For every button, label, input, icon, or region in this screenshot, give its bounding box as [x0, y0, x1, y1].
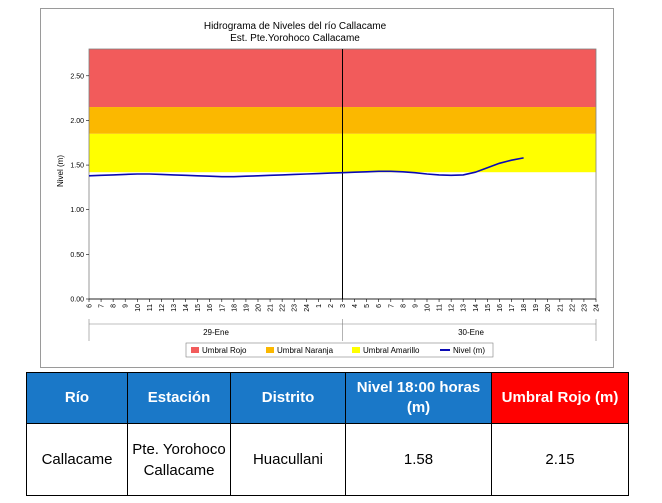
x-tick-label: 23 — [292, 304, 299, 312]
x-tick-label: 6 — [87, 304, 94, 308]
cell-nivel: 1.58 — [345, 423, 492, 496]
legend-label-umbral-rojo: Umbral Rojo — [202, 346, 247, 355]
x-tick-label: 14 — [183, 304, 190, 312]
x-tick-label: 17 — [219, 304, 226, 312]
y-tick-label: 0.50 — [70, 252, 84, 259]
x-tick-label: 6 — [376, 304, 383, 308]
cell-umbral-rojo: 2.15 — [491, 423, 629, 496]
x-tick-label: 17 — [509, 304, 516, 312]
y-axis-label: Nivel (m) — [56, 155, 65, 187]
x-tick-label: 21 — [268, 304, 275, 312]
x-tick-label: 15 — [195, 304, 202, 312]
legend-swatch-umbral-amarillo — [352, 347, 360, 353]
x-tick-label: 19 — [533, 304, 540, 312]
x-tick-label: 9 — [412, 304, 419, 308]
x-tick-label: 7 — [388, 304, 395, 308]
x-tick-label: 2 — [328, 304, 335, 308]
x-tick-label: 20 — [256, 304, 263, 312]
x-tick-label: 11 — [437, 304, 444, 311]
x-tick-label: 19 — [243, 304, 250, 312]
hydrograph-chart: Hidrograma de Niveles del río Callacame … — [56, 21, 601, 358]
x-tick-label: 13 — [171, 304, 178, 312]
header-nivel: Nivel 18:00 horas (m) — [345, 371, 492, 425]
x-tick-label: 4 — [352, 304, 359, 308]
x-tick-label: 8 — [400, 304, 407, 308]
x-tick-label: 10 — [425, 304, 432, 312]
y-tick-label: 0.00 — [70, 297, 84, 304]
x-tick-label: 5 — [364, 304, 371, 308]
y-tick-label: 2.00 — [70, 118, 84, 125]
header-rio: Río — [26, 371, 128, 425]
chart-frame: Hidrograma de Niveles del río Callacame … — [40, 8, 614, 368]
station-table: Río Estación Distrito Nivel 18:00 horas … — [26, 371, 629, 496]
x-tick-label: 20 — [545, 304, 552, 312]
legend-box — [185, 342, 494, 358]
x-tick-label: 7 — [99, 304, 106, 308]
table-header-row: Río Estación Distrito Nivel 18:00 horas … — [26, 371, 629, 425]
cell-estacion: Pte. Yorohoco Callacame — [127, 423, 231, 496]
day-label-0: 29-Ene — [203, 328, 229, 337]
x-tick-label: 18 — [231, 304, 238, 312]
x-tick-label: 1 — [316, 304, 323, 308]
x-tick-label: 11 — [147, 304, 154, 311]
legend-swatch-umbral-rojo — [191, 347, 199, 353]
legend: Umbral Rojo Umbral Naranja Umbral Amarillo… — [185, 342, 494, 358]
chart-subtitle: Est. Pte.Yorohoco Callacame — [230, 33, 360, 44]
legend-swatch-umbral-naranja — [266, 347, 274, 353]
y-tick-label: 2.50 — [70, 73, 84, 80]
x-tick-label: 16 — [497, 304, 504, 312]
x-tick-label: 18 — [521, 304, 528, 312]
series-line-nivel — [88, 157, 524, 178]
cell-rio: Callacame — [26, 423, 128, 496]
cell-distrito: Huacullani — [230, 423, 346, 496]
x-tick-label: 9 — [123, 304, 130, 308]
x-tick-label: 16 — [207, 304, 214, 312]
x-tick-label: 10 — [135, 304, 142, 312]
x-tick-label: 12 — [449, 304, 456, 312]
header-distrito: Distrito — [230, 371, 346, 425]
x-tick-label: 22 — [569, 304, 576, 312]
x-tick-label: 22 — [280, 304, 287, 312]
x-tick-label: 8 — [111, 304, 118, 308]
legend-label-umbral-amarillo: Umbral Amarillo — [363, 346, 420, 355]
x-tick-label: 14 — [473, 304, 480, 312]
x-tick-label: 12 — [159, 304, 166, 312]
legend-label-nivel-m: Nivel (m) — [453, 346, 485, 355]
x-tick-label: 15 — [485, 304, 492, 312]
table-row: Callacame Pte. Yorohoco Callacame Huacul… — [26, 423, 629, 496]
y-tick-label: 1.00 — [70, 207, 84, 214]
chart-title: Hidrograma de Niveles del río Callacame — [204, 21, 387, 32]
x-tick-label: 24 — [304, 304, 311, 312]
x-tick-label: 24 — [594, 304, 601, 312]
x-tick-label: 21 — [557, 304, 564, 312]
x-tick-label: 13 — [461, 304, 468, 312]
header-umbral-rojo: Umbral Rojo (m) — [491, 371, 629, 425]
x-tick-label: 23 — [581, 304, 588, 312]
legend-label-umbral-naranja: Umbral Naranja — [277, 346, 334, 355]
day-label-1: 30-Ene — [458, 328, 484, 337]
header-estacion: Estación — [127, 371, 231, 425]
x-tick-label: 3 — [340, 304, 347, 308]
y-tick-label: 1.50 — [70, 163, 84, 170]
